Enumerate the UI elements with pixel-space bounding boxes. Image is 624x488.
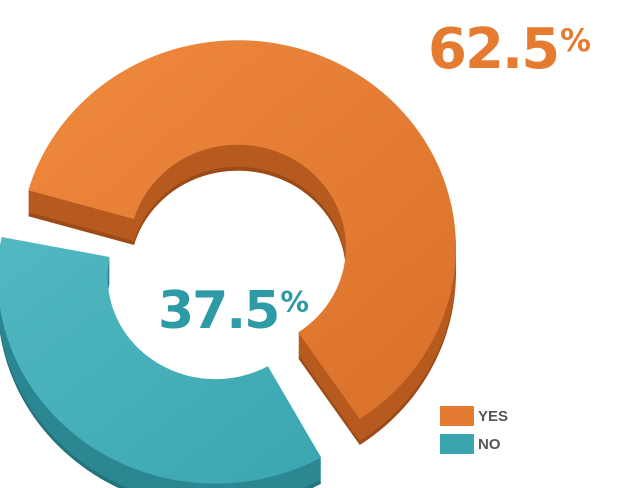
legend-label-yes: YES <box>478 407 509 425</box>
legend: YES NO <box>440 404 508 460</box>
legend-item-yes: YES <box>440 404 508 428</box>
slice-yes <box>28 40 456 446</box>
legend-swatch-yes <box>440 406 474 426</box>
slice-no <box>0 237 322 488</box>
legend-item-no: NO <box>440 432 508 456</box>
slice-yes-top <box>28 40 456 420</box>
data-label-no: 37.5% <box>158 281 309 341</box>
legend-swatch-no <box>440 434 474 454</box>
data-label-yes: 62.5% <box>428 17 591 82</box>
legend-label-no: NO <box>478 435 501 453</box>
slice-no-top <box>0 237 322 484</box>
